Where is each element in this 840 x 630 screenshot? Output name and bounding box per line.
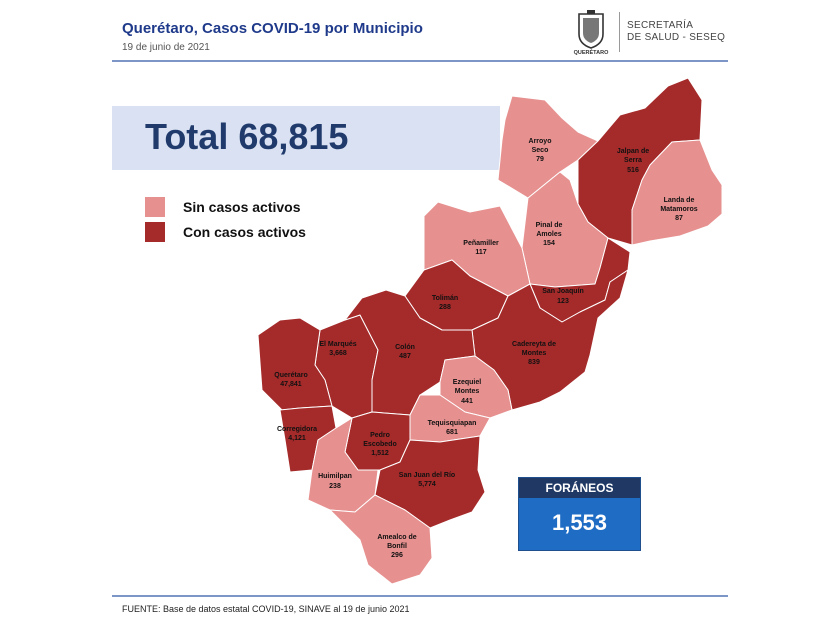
- agency-line-2: DE SALUD - SESEQ: [627, 32, 726, 43]
- svg-text:238: 238: [329, 483, 341, 490]
- label-colon: Colón 487: [395, 344, 415, 360]
- label-jalpan-de-serra: Jalpan de Serra 516: [617, 148, 649, 174]
- svg-text:Bonfil: Bonfil: [387, 543, 407, 550]
- logo-caption: QUERÉTARO: [574, 48, 609, 56]
- svg-text:Peñamiller: Peñamiller: [463, 240, 499, 247]
- label-amealco-de-bonfil: Amealco de Bonfil 296: [377, 534, 416, 559]
- svg-text:516: 516: [627, 167, 639, 174]
- foraneos-value: 1,553: [551, 510, 608, 535]
- svg-text:Querétaro: Querétaro: [274, 372, 307, 379]
- label-pinal-de-amoles: Pinal de Amoles 154: [536, 222, 563, 247]
- svg-text:Escobedo: Escobedo: [363, 441, 396, 448]
- svg-text:123: 123: [557, 298, 569, 305]
- svg-text:Corregidora: Corregidora: [277, 426, 317, 433]
- label-arroyo-seco: Arroyo Seco 79: [529, 138, 552, 163]
- svg-text:Colón: Colón: [395, 344, 415, 351]
- svg-text:Pedro: Pedro: [370, 432, 390, 439]
- map-labels: Arroyo Seco 79 Jalpan de Serra 516 Landa de M…: [274, 138, 698, 559]
- svg-text:Jalpan de: Jalpan de: [617, 148, 649, 155]
- foraneos-label: FORÁNEOS: [519, 478, 640, 498]
- label-landa-de-matamoros: Landa de Matamoros 87: [660, 197, 697, 222]
- agency-line-1: SECRETARÍA: [627, 20, 694, 31]
- legend-label-sin: Sin casos activos: [183, 199, 301, 215]
- region-huimilpan[interactable]: [307, 417, 379, 513]
- legend-item-sin: Sin casos activos: [145, 197, 301, 217]
- svg-text:681: 681: [446, 429, 458, 436]
- svg-text:Pinal de: Pinal de: [536, 222, 563, 229]
- total-cases: Total 68,815: [145, 116, 349, 157]
- svg-text:Serra: Serra: [624, 157, 642, 164]
- agency-name: SECRETARÍA DE SALUD - SESEQ: [627, 20, 725, 44]
- svg-text:839: 839: [528, 359, 540, 366]
- legend-label-con: Con casos activos: [183, 224, 306, 240]
- svg-text:296: 296: [391, 552, 403, 559]
- foraneos-box: FORÁNEOS 1,553: [518, 477, 641, 551]
- label-tequisquiapan: Tequisquiapan 681: [428, 420, 477, 436]
- label-corregidora: Corregidora 4,121: [277, 426, 317, 442]
- total-banner: [112, 106, 500, 170]
- label-penamiller: Peñamiller 117: [463, 240, 499, 256]
- page-title: Querétaro, Casos COVID-19 por Municipio: [122, 20, 423, 37]
- legend-swatch-sin: [145, 197, 165, 217]
- queretaro-seal-logo: QUERÉTARO: [574, 10, 609, 56]
- svg-text:487: 487: [399, 353, 411, 360]
- svg-text:441: 441: [461, 398, 473, 405]
- label-san-juan-del-rio: San Juan del Río 5,774: [399, 472, 455, 488]
- legend-swatch-con: [145, 222, 165, 242]
- svg-text:El Marqués: El Marqués: [319, 341, 356, 348]
- svg-text:Huimilpan: Huimilpan: [318, 473, 352, 480]
- label-cadereyta-de-montes: Cadereyta de Montes 839: [512, 341, 556, 366]
- label-huimilpan: Huimilpan 238: [318, 473, 352, 490]
- svg-text:87: 87: [675, 215, 683, 222]
- label-ezequiel-montes: Ezequiel Montes 441: [453, 379, 481, 405]
- svg-text:79: 79: [536, 156, 544, 163]
- label-el-marques: El Marqués 3,668: [319, 341, 356, 357]
- svg-text:Arroyo: Arroyo: [529, 138, 552, 145]
- label-toliman: Tolimán 288: [432, 295, 458, 311]
- region-ezequiel-montes[interactable]: [439, 355, 513, 419]
- region-queretaro[interactable]: [257, 317, 333, 411]
- svg-text:288: 288: [439, 304, 451, 311]
- svg-text:3,668: 3,668: [329, 350, 347, 357]
- svg-text:117: 117: [475, 249, 486, 256]
- svg-text:5,774: 5,774: [418, 481, 436, 488]
- page-date: 19 de junio de 2021: [122, 42, 210, 53]
- legend-item-con: Con casos activos: [145, 222, 306, 242]
- source-note: FUENTE: Base de datos estatal COVID-19, …: [122, 604, 410, 614]
- svg-text:Ezequiel: Ezequiel: [453, 379, 481, 386]
- svg-text:154: 154: [543, 240, 555, 247]
- svg-text:Montes: Montes: [522, 350, 547, 357]
- label-pedro-escobedo: Pedro Escobedo 1,512: [363, 432, 396, 457]
- svg-text:Landa de: Landa de: [664, 197, 695, 204]
- logo-separator: [619, 12, 620, 52]
- label-san-joaquin: San Joaquín 123: [542, 288, 584, 305]
- region-amealco-de-bonfil[interactable]: [329, 494, 433, 585]
- footer-divider: [112, 595, 728, 597]
- svg-text:1,512: 1,512: [371, 450, 389, 457]
- svg-text:Seco: Seco: [532, 147, 549, 154]
- svg-text:4,121: 4,121: [288, 435, 306, 442]
- svg-text:Matamoros: Matamoros: [660, 206, 697, 213]
- label-queretaro: Querétaro 47,841: [274, 372, 307, 388]
- svg-text:Amoles: Amoles: [536, 231, 561, 238]
- svg-text:San Juan del Río: San Juan del Río: [399, 472, 455, 479]
- svg-text:Tequisquiapan: Tequisquiapan: [428, 420, 477, 427]
- svg-text:Cadereyta de: Cadereyta de: [512, 341, 556, 348]
- svg-text:Amealco de: Amealco de: [377, 534, 416, 541]
- header-divider: [112, 60, 728, 62]
- svg-text:San Joaquín: San Joaquín: [542, 288, 584, 295]
- region-landa-de-matamoros[interactable]: [631, 139, 723, 246]
- svg-text:Tolimán: Tolimán: [432, 295, 458, 302]
- svg-text:47,841: 47,841: [280, 381, 302, 388]
- svg-text:Montes: Montes: [455, 388, 480, 395]
